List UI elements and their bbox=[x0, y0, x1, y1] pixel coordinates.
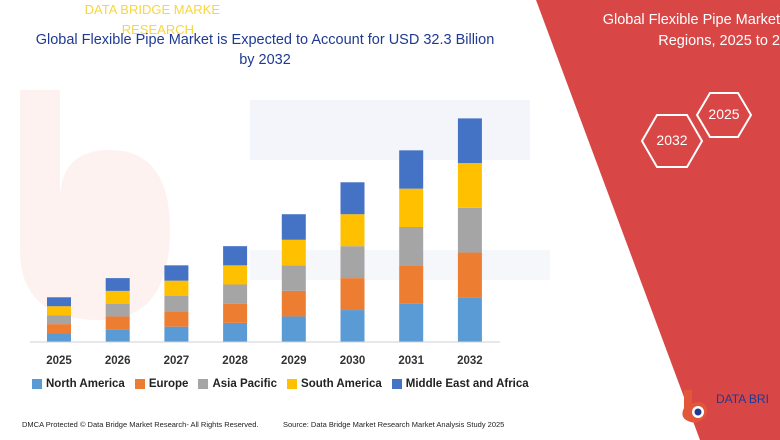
x-tick-2032: 2032 bbox=[457, 355, 483, 367]
bar-2027-series-1 bbox=[164, 311, 189, 327]
x-tick-2027: 2027 bbox=[164, 355, 190, 367]
legend-item-3: South America bbox=[287, 378, 382, 390]
bar-2025-series-2 bbox=[47, 315, 71, 325]
legend-label-3: South America bbox=[301, 378, 382, 390]
chart-title: Global Flexible Pipe Market is Expected … bbox=[35, 32, 495, 68]
hex-end-year: 2032 bbox=[656, 132, 688, 148]
legend-item-4: Middle East and Africa bbox=[391, 378, 529, 390]
bar-2029-series-2 bbox=[281, 265, 306, 291]
legend-swatch-4 bbox=[391, 379, 402, 389]
bar-2026-series-3 bbox=[105, 290, 130, 304]
bar-2030-series-4 bbox=[340, 182, 365, 215]
bar-2030-series-1 bbox=[340, 278, 365, 311]
bar-2027-series-0 bbox=[164, 326, 189, 342]
bar-2032-series-1 bbox=[457, 252, 482, 298]
bar-2025-series-4 bbox=[47, 297, 71, 307]
bar-2027-series-3 bbox=[164, 280, 189, 296]
x-tick-2029: 2029 bbox=[281, 355, 307, 367]
legend-label-0: North America bbox=[46, 378, 125, 390]
legend-label-2: Asia Pacific bbox=[212, 378, 278, 390]
brand-line2: RESEARCH bbox=[121, 22, 194, 37]
logo-icon bbox=[682, 390, 707, 423]
x-tick-2025: 2025 bbox=[46, 355, 72, 367]
bar-2031-series-4 bbox=[399, 150, 424, 189]
bar-2032-series-4 bbox=[457, 118, 482, 164]
hex-start-year: 2025 bbox=[708, 106, 740, 122]
bar-2030-series-0 bbox=[340, 310, 365, 342]
x-tick-2031: 2031 bbox=[398, 355, 424, 367]
bar-2032-series-2 bbox=[457, 207, 482, 253]
bar-2029-series-0 bbox=[281, 316, 306, 342]
bar-2026-series-1 bbox=[105, 316, 130, 330]
source-note: Source: Data Bridge Market Research Mark… bbox=[283, 420, 505, 429]
legend: North America Europe Asia Pacific South Ame… bbox=[32, 376, 529, 392]
bar-2026-series-4 bbox=[105, 278, 130, 291]
logo-text: DATA BRI bbox=[716, 392, 769, 406]
legend-item-2: Asia Pacific bbox=[198, 378, 277, 390]
legend-swatch-1 bbox=[134, 379, 145, 389]
bar-2028-series-2 bbox=[223, 284, 248, 304]
panel-title-line1: Global Flexible Pipe Market bbox=[602, 12, 780, 28]
bars-group bbox=[47, 118, 482, 342]
legend-item-0: North America bbox=[32, 378, 125, 390]
bar-2027-series-2 bbox=[164, 296, 189, 312]
legend-item-1: Europe bbox=[134, 378, 189, 390]
bar-2032-series-0 bbox=[457, 297, 482, 342]
bar-2031-series-0 bbox=[399, 303, 424, 342]
bar-2030-series-3 bbox=[340, 214, 365, 247]
legend-label-1: Europe bbox=[148, 378, 189, 390]
bar-2030-series-2 bbox=[340, 246, 365, 279]
bar-2025-series-1 bbox=[47, 324, 71, 334]
panel-title: Global Flexible Pipe Market Regions, 202… bbox=[548, 10, 780, 52]
bar-2031-series-1 bbox=[399, 265, 424, 304]
bar-2031-series-2 bbox=[399, 227, 424, 266]
bar-2027-series-4 bbox=[164, 265, 189, 281]
x-tick-2030: 2030 bbox=[340, 355, 366, 367]
bar-2028-series-3 bbox=[223, 265, 248, 285]
bar-2025-series-3 bbox=[47, 306, 71, 316]
bar-2029-series-4 bbox=[281, 214, 306, 240]
bar-2029-series-3 bbox=[281, 239, 306, 266]
bar-2032-series-3 bbox=[457, 163, 482, 208]
bar-2028-series-1 bbox=[223, 303, 248, 323]
brand-line1: DATA BRIDGE MARKE bbox=[84, 2, 220, 17]
x-tick-2026: 2026 bbox=[105, 355, 131, 367]
bar-2025-series-0 bbox=[47, 333, 71, 342]
legend-swatch-2 bbox=[198, 379, 209, 389]
bar-2028-series-4 bbox=[223, 246, 248, 266]
bar-2026-series-0 bbox=[105, 329, 130, 342]
bar-2029-series-1 bbox=[281, 290, 306, 317]
brand-name: DATA BRIDGE MARKE RESEARCH bbox=[0, 0, 220, 40]
bar-2028-series-0 bbox=[223, 322, 248, 342]
bar-2031-series-3 bbox=[399, 188, 424, 227]
dmca-notice: DMCA Protected © Data Bridge Market Rese… bbox=[22, 420, 259, 429]
legend-swatch-3 bbox=[287, 379, 298, 389]
panel-title-line2: Regions, 2025 to 2 bbox=[658, 33, 780, 49]
bar-2026-series-2 bbox=[105, 303, 130, 317]
x-tick-2028: 2028 bbox=[222, 355, 248, 367]
legend-label-4: Middle East and Africa bbox=[405, 378, 529, 390]
legend-swatch-0 bbox=[32, 379, 42, 389]
x-tick-labels: 2025 2026 2027 2028 2029 2030 2031 2032 bbox=[46, 355, 482, 367]
